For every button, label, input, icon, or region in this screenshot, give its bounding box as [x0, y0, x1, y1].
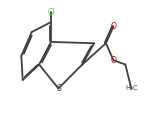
Text: S: S [56, 84, 61, 93]
Text: O: O [111, 56, 116, 65]
Text: O: O [111, 22, 116, 31]
Text: Cl: Cl [47, 8, 55, 17]
Text: H₃C: H₃C [125, 85, 138, 92]
